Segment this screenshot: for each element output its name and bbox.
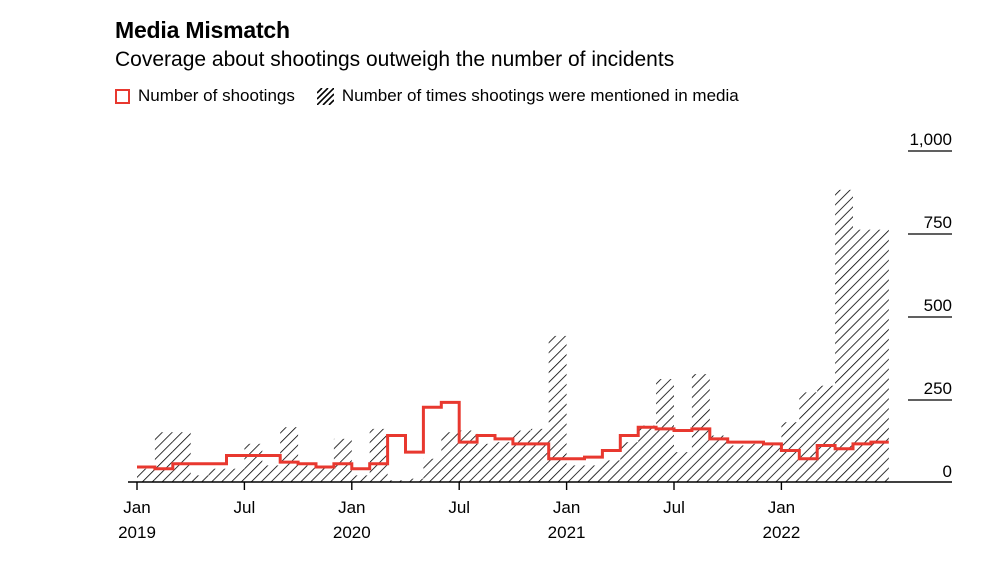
media-mentions-bar	[566, 465, 585, 482]
legend-item-mentions: Number of times shootings were mentioned…	[316, 86, 739, 106]
media-mentions-bar	[137, 468, 155, 482]
media-mentions-bar	[709, 435, 728, 482]
media-mentions-bar	[584, 465, 603, 482]
media-mentions-bar	[853, 229, 871, 482]
y-tick-label: 500	[924, 296, 952, 315]
chart-title: Media Mismatch	[115, 17, 290, 43]
media-mentions-bar	[512, 430, 531, 482]
media-mentions-bar	[817, 385, 836, 482]
media-mentions-bar	[369, 428, 388, 482]
media-mentions-bar	[495, 442, 513, 482]
shootings-step-line	[137, 400, 889, 471]
media-mentions-bar	[763, 445, 782, 482]
y-tick-label: 250	[924, 379, 952, 398]
y-tick-label: 750	[924, 213, 952, 232]
legend-item-shootings: Number of shootings	[115, 86, 295, 106]
media-mentions-bar	[530, 428, 549, 482]
media-mentions-bar	[333, 438, 352, 482]
media-mentions-bar	[477, 443, 495, 482]
media-mentions-bar	[870, 229, 889, 482]
chart-subtitle: Coverage about shootings outweigh the nu…	[115, 48, 675, 71]
media-mentions-bar	[405, 478, 424, 482]
media-mentions-bar	[172, 432, 191, 482]
x-tick-label: Jan	[768, 498, 795, 517]
x-tick-label: Jul	[234, 498, 256, 517]
x-tick-label: Jan	[338, 498, 365, 517]
media-mentions-bar	[280, 427, 299, 482]
media-mentions-bar	[799, 392, 818, 482]
media-mentions-bar	[351, 475, 370, 482]
media-mentions-bar	[226, 468, 245, 482]
media-mentions-bar	[262, 465, 281, 482]
media-mentions-bar	[190, 475, 209, 482]
x-tick-label: Jan	[123, 498, 150, 517]
x-axis: Jan 2019 Jul Jan 2020 Jul Jan 2021 Jul Jan 2022	[118, 481, 952, 542]
y-tick-label: 0	[943, 462, 952, 481]
shootings-line-group	[137, 400, 889, 471]
x-tick-year-label: 2022	[762, 523, 800, 542]
media-mentions-bar	[298, 465, 316, 482]
media-mentions-bars	[137, 189, 889, 482]
media-mentions-bar	[620, 442, 639, 482]
x-tick-label: Jul	[663, 498, 685, 517]
legend: Number of shootings Number of times shoo…	[115, 86, 761, 106]
media-mentions-bar	[387, 480, 406, 482]
media-mentions-bar	[674, 452, 692, 482]
media-mentions-bar	[316, 467, 334, 482]
x-tick-year-label: 2019	[118, 523, 156, 542]
media-mentions-bar	[459, 430, 478, 482]
media-mentions-bar	[745, 443, 764, 482]
y-tick-label: 1,000	[909, 130, 952, 149]
media-mentions-bar	[423, 458, 442, 482]
media-mentions-bar	[441, 432, 460, 482]
media-mentions-bar	[835, 189, 853, 482]
media-mentions-bar	[781, 422, 800, 482]
media-mentions-bar	[244, 443, 263, 482]
legend-label-shootings: Number of shootings	[138, 86, 295, 105]
legend-label-mentions: Number of times shootings were mentioned…	[341, 86, 739, 105]
x-tick-year-label: 2020	[333, 523, 371, 542]
media-mentions-bar	[154, 432, 173, 482]
media-mentions-bar	[602, 460, 621, 482]
media-mentions-bar	[727, 445, 746, 482]
y-axis-grid: 1,000 750 500 250 0	[908, 130, 952, 481]
media-mentions-bar	[638, 425, 657, 482]
legend-line-swatch	[115, 88, 130, 104]
media-mentions-bar	[656, 379, 674, 482]
legend-hatch-swatch	[316, 87, 334, 105]
x-tick-label: Jul	[448, 498, 470, 517]
x-tick-label: Jan	[553, 498, 580, 517]
media-mentions-bar	[548, 335, 567, 482]
media-mentions-bar	[208, 468, 227, 482]
x-tick-year-label: 2021	[548, 523, 586, 542]
